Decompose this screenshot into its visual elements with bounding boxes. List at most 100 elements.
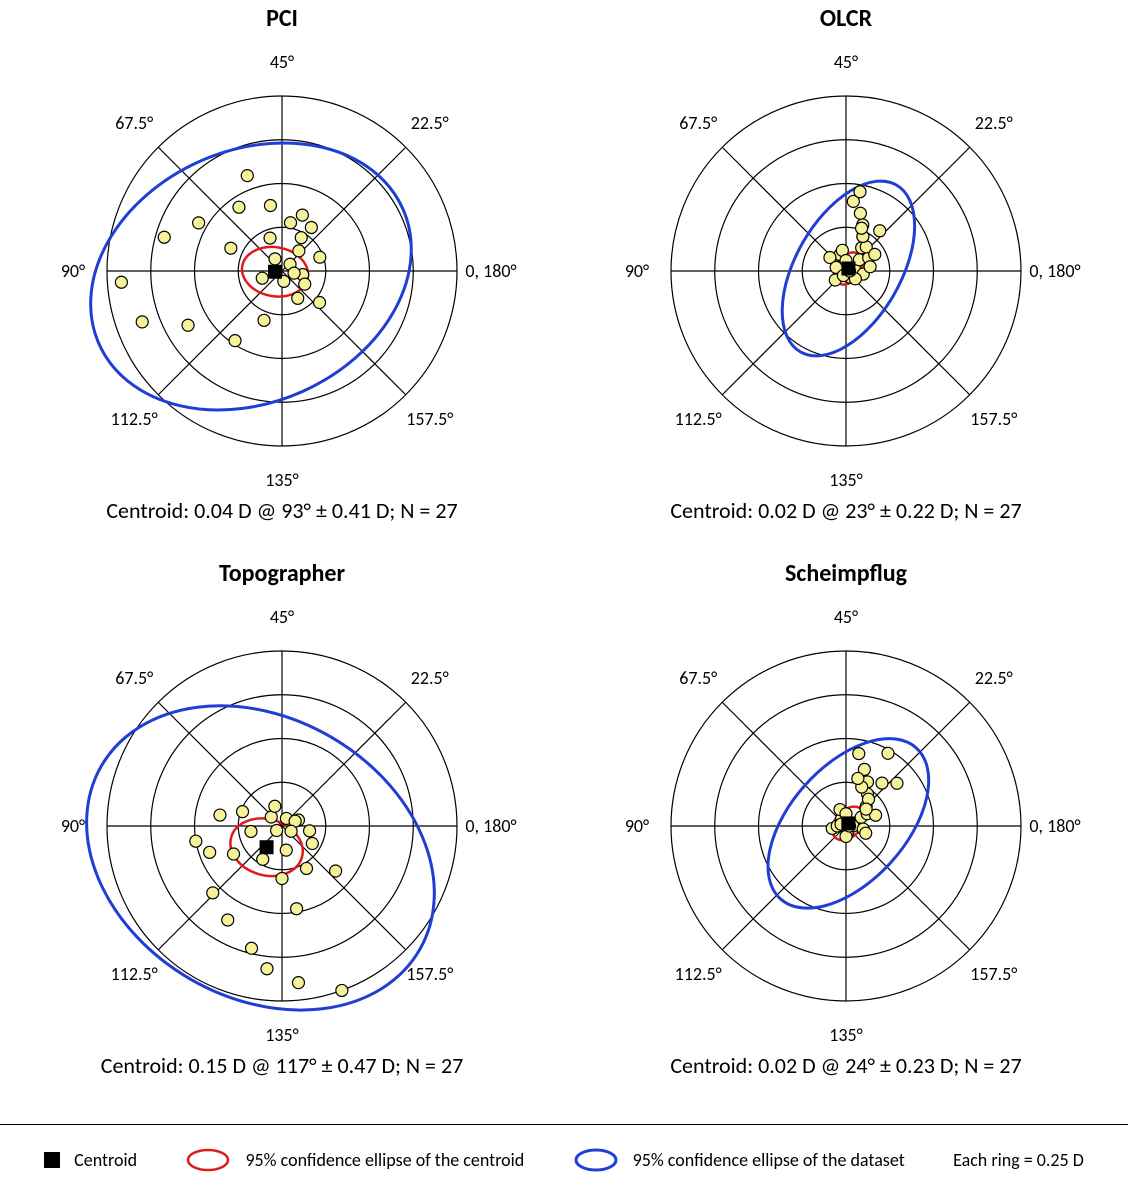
angle-label: 157.5° (970, 963, 1017, 985)
red-ellipse-icon (185, 1148, 231, 1172)
data-point (245, 825, 257, 837)
page: PCI 0, 180° 22.5° 45° 67.5° 90° 112.5° 135° 157… (0, 0, 1128, 1200)
data-point (225, 242, 237, 254)
data-point (285, 217, 297, 229)
angle-label: 112.5° (111, 408, 158, 430)
angle-label: 135° (829, 469, 862, 491)
blue-ellipse-icon (573, 1148, 619, 1172)
data-point (304, 825, 316, 837)
data-point (314, 251, 326, 263)
panel-caption: Centroid: 0.15 D @ 117° ± 0.47 D; N = 27 (0, 1052, 564, 1079)
data-point (869, 248, 881, 260)
angle-label: 67.5° (679, 112, 717, 134)
data-point (305, 221, 317, 233)
angle-label: 157.5° (406, 408, 453, 430)
data-point (182, 319, 194, 331)
panel-title: PCI (0, 4, 564, 33)
data-point (292, 977, 304, 989)
data-point (193, 217, 205, 229)
polar-chart-pci: 0, 180°22.5°45°67.5°90°112.5°135°157.5° (22, 35, 542, 495)
panel-topographer: Topographer 0, 180°22.5°45°67.5°90°112.5… (0, 555, 564, 1110)
centroid-marker (841, 261, 855, 275)
angle-label: 22.5° (411, 112, 449, 134)
angle-label: 135° (265, 469, 298, 491)
angle-label: 157.5° (970, 408, 1017, 430)
data-point (237, 806, 249, 818)
data-point (269, 253, 281, 265)
angle-label: 0, 180° (1029, 260, 1080, 282)
angle-label: 157.5° (406, 963, 453, 985)
data-point (158, 231, 170, 243)
data-point (288, 267, 300, 279)
data-point (214, 809, 226, 821)
legend: Centroid 95% confidence ellipse of the c… (0, 1124, 1128, 1194)
panel-scheimpflug: Scheimpflug 0, 180°22.5°45°67.5°90°112.5… (564, 555, 1128, 1110)
data-point (336, 984, 348, 996)
data-point (204, 846, 216, 858)
data-point (258, 314, 270, 326)
legend-red-ellipse: 95% confidence ellipse of the centroid (185, 1148, 524, 1172)
angle-label: 67.5° (115, 667, 153, 689)
data-point (276, 873, 288, 885)
data-point (299, 278, 311, 290)
data-point (854, 207, 866, 219)
data-point (264, 232, 276, 244)
data-point (292, 292, 304, 304)
panel-title: Topographer (0, 559, 564, 588)
data-point (856, 222, 868, 234)
data-point (853, 748, 865, 760)
data-point (330, 865, 342, 877)
panel-title: OLCR (564, 4, 1128, 33)
angle-label: 0, 180° (1029, 815, 1080, 837)
data-point (246, 942, 258, 954)
data-point (271, 824, 283, 836)
angle-label: 135° (265, 1024, 298, 1046)
data-point (876, 777, 888, 789)
data-point (291, 903, 303, 915)
data-point (229, 335, 241, 347)
legend-label: 95% confidence ellipse of the centroid (245, 1149, 524, 1171)
data-point (228, 848, 240, 860)
data-point (264, 200, 276, 212)
data-point (860, 827, 872, 839)
dataset-ci-ellipse (48, 94, 454, 459)
data-point (860, 803, 872, 815)
panel-caption: Centroid: 0.02 D @ 23° ± 0.22 D; N = 27 (564, 497, 1128, 524)
chart-grid: PCI 0, 180° 22.5° 45° 67.5° 90° 112.5° 135° 157… (0, 0, 1128, 1110)
data-point (854, 186, 866, 198)
data-point (293, 245, 305, 257)
angle-label: 22.5° (975, 112, 1013, 134)
data-point (306, 838, 318, 850)
data-point (222, 914, 234, 926)
legend-label: Each ring = 0.25 D (953, 1149, 1084, 1171)
data-point (280, 844, 292, 856)
data-point (285, 825, 297, 837)
angle-label: 22.5° (975, 667, 1013, 689)
data-point (256, 272, 268, 284)
angle-label: 0, 180° (465, 260, 516, 282)
angle-label: 67.5° (679, 667, 717, 689)
data-point (233, 201, 245, 213)
angle-label: 135° (829, 1024, 862, 1046)
angle-label: 45° (834, 606, 858, 628)
angle-label: 45° (270, 606, 294, 628)
data-point (261, 963, 273, 975)
legend-blue-ellipse: 95% confidence ellipse of the dataset (573, 1148, 905, 1172)
data-point (296, 209, 308, 221)
panel-olcr: OLCR 0, 180°22.5°45°67.5°90°112.5°135°15… (564, 0, 1128, 555)
angle-label: 90° (61, 815, 85, 837)
angle-label: 90° (61, 260, 85, 282)
data-point (874, 225, 886, 237)
legend-label: 95% confidence ellipse of the dataset (633, 1149, 905, 1171)
legend-ring-step: Each ring = 0.25 D (953, 1149, 1084, 1171)
data-point (241, 170, 253, 182)
data-point (891, 777, 903, 789)
centroid-marker (268, 265, 282, 279)
legend-label: Centroid (74, 1149, 137, 1171)
panel-caption: Centroid: 0.02 D @ 24° ± 0.23 D; N = 27 (564, 1052, 1128, 1079)
data-point (190, 835, 202, 847)
data-point (852, 772, 864, 784)
centroid-square-icon (44, 1152, 60, 1168)
angle-label: 0, 180° (465, 815, 516, 837)
panel-title: Scheimpflug (564, 559, 1128, 588)
